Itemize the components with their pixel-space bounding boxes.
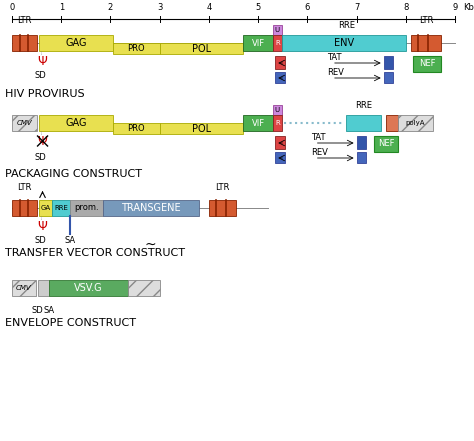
Text: NEF: NEF (419, 60, 436, 68)
Text: PACKAGING CONSTRUCT: PACKAGING CONSTRUCT (5, 169, 142, 179)
Text: SA: SA (64, 236, 76, 245)
Bar (356, 152, 366, 163)
Text: Ψ: Ψ (37, 220, 47, 233)
Text: LTR: LTR (17, 16, 31, 25)
Bar (275, 56, 285, 69)
Bar (273, 35, 282, 51)
Bar (273, 115, 282, 131)
Bar (356, 136, 366, 149)
Bar (275, 72, 285, 83)
Text: 0: 0 (9, 3, 15, 12)
Bar (37, 280, 49, 296)
Bar (386, 115, 398, 131)
Bar (374, 136, 398, 152)
Text: TRANSGENE: TRANSGENE (121, 203, 181, 213)
Bar (275, 152, 285, 163)
Bar (113, 123, 160, 134)
Bar (243, 35, 273, 51)
Text: RRE: RRE (338, 21, 355, 30)
Text: NEF: NEF (378, 139, 394, 149)
Bar (243, 115, 273, 131)
Bar (273, 25, 282, 35)
Text: prom.: prom. (74, 203, 99, 213)
Bar (12, 35, 36, 51)
Text: SD: SD (35, 71, 46, 80)
Text: TRANSFER VECTOR CONSTRUCT: TRANSFER VECTOR CONSTRUCT (5, 248, 185, 258)
Bar (160, 43, 243, 54)
Text: U: U (275, 27, 280, 33)
Bar (383, 72, 393, 83)
Bar (128, 280, 160, 296)
Text: RRE: RRE (55, 205, 68, 211)
Bar (410, 35, 441, 51)
Text: VIF: VIF (252, 38, 264, 48)
Text: SA: SA (43, 306, 55, 315)
Text: POL: POL (192, 123, 211, 134)
Bar (413, 56, 441, 72)
Bar (282, 35, 406, 51)
Bar (113, 43, 160, 54)
Bar (12, 280, 36, 296)
Text: polyA: polyA (406, 120, 425, 126)
Bar (12, 200, 36, 216)
Text: 6: 6 (305, 3, 310, 12)
Text: R: R (275, 120, 280, 126)
Text: PRO: PRO (128, 44, 145, 53)
Bar (12, 115, 36, 131)
Text: TAT: TAT (311, 133, 326, 142)
Text: GA: GA (41, 205, 51, 211)
Bar (273, 105, 282, 115)
Text: 5: 5 (255, 3, 261, 12)
Bar (39, 35, 113, 51)
Text: POL: POL (192, 44, 211, 53)
Text: SD: SD (35, 236, 46, 245)
Text: 9: 9 (452, 3, 457, 12)
Bar (39, 200, 52, 216)
Text: Ψ: Ψ (37, 55, 47, 68)
Text: 3: 3 (157, 3, 163, 12)
Bar (70, 200, 103, 216)
Bar (39, 115, 113, 131)
Text: HIV PROVIRUS: HIV PROVIRUS (5, 89, 85, 99)
Text: ~: ~ (144, 238, 155, 252)
Bar (398, 115, 433, 131)
Text: PRO: PRO (128, 124, 145, 133)
Text: 1: 1 (59, 3, 64, 12)
Text: RRE: RRE (355, 101, 372, 110)
Text: Ψ: Ψ (37, 135, 47, 148)
Text: GAG: GAG (65, 38, 87, 48)
Text: 7: 7 (354, 3, 359, 12)
Text: VSV.G: VSV.G (74, 283, 102, 293)
Text: REV: REV (311, 148, 328, 157)
Text: LTR: LTR (215, 183, 229, 192)
Text: Kbp: Kbp (463, 3, 474, 12)
Bar (383, 56, 393, 69)
Text: SD: SD (35, 153, 46, 162)
Text: 2: 2 (108, 3, 113, 12)
Bar (49, 280, 128, 296)
Text: SD: SD (32, 306, 44, 315)
Bar (209, 200, 236, 216)
Text: ENVELOPE CONSTRUCT: ENVELOPE CONSTRUCT (5, 318, 136, 328)
Text: U: U (275, 107, 280, 113)
Text: REV: REV (327, 68, 344, 77)
Bar (275, 136, 285, 149)
Bar (52, 200, 70, 216)
Text: TAT: TAT (327, 53, 342, 62)
Text: CMV: CMV (17, 120, 32, 126)
Bar (160, 123, 243, 134)
Text: 8: 8 (403, 3, 409, 12)
Text: LTR: LTR (419, 16, 433, 25)
Text: ENV: ENV (334, 38, 354, 48)
Text: R: R (275, 40, 280, 46)
Bar (103, 200, 199, 216)
Text: VIF: VIF (252, 119, 264, 127)
Text: GAG: GAG (65, 118, 87, 128)
Bar (346, 115, 381, 131)
Text: 4: 4 (206, 3, 211, 12)
Text: CMV: CMV (16, 285, 32, 291)
Text: LTR: LTR (17, 183, 31, 192)
